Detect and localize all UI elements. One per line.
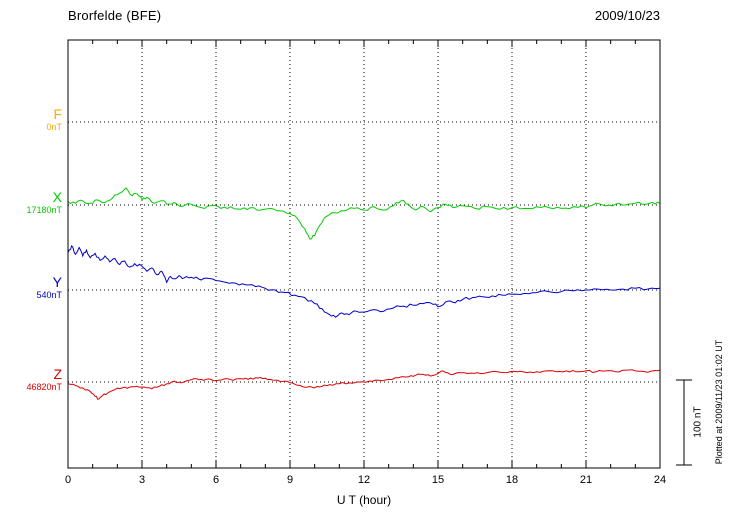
series-letter: X — [52, 189, 62, 205]
date-label: 2009/10/23 — [594, 8, 660, 23]
series-label-f: F 0nT — [0, 106, 62, 133]
plotted-at-label: Plotted at 2009/11/23 01:02 UT — [714, 339, 724, 465]
series-trace-X — [67, 187, 661, 240]
series-label-x: X 17180nT — [0, 189, 62, 216]
series-baseline-value: 17180nT — [26, 205, 62, 215]
plot-frame — [67, 39, 661, 469]
series-letter: Z — [53, 366, 62, 382]
series-label-z: Z 46820nT — [0, 366, 62, 393]
x-tick-label: 6 — [213, 474, 219, 486]
x-tick-label: 3 — [139, 474, 145, 486]
series-baseline-value: 0nT — [46, 122, 62, 132]
x-tick-label: 24 — [654, 474, 666, 486]
series-letter: Y — [52, 274, 62, 290]
x-tick-label: 9 — [287, 474, 293, 486]
scale-bar-label: 100 nT — [692, 406, 704, 438]
series-trace-Y — [67, 244, 661, 318]
series-label-y: Y 540nT — [0, 274, 62, 301]
x-tick-label: 12 — [358, 474, 370, 486]
series-baseline-value: 46820nT — [26, 382, 62, 392]
station-title: Brorfelde (BFE) — [68, 8, 162, 23]
x-tick-label: 15 — [432, 474, 444, 486]
x-tick-label: 18 — [506, 474, 518, 486]
x-tick-label: 0 — [65, 474, 71, 486]
series-baseline-value: 540nT — [36, 290, 62, 300]
x-axis-label: U T (hour) — [336, 493, 392, 507]
series-letter: F — [53, 106, 62, 122]
x-tick-label: 21 — [580, 474, 592, 486]
series-trace-Z — [67, 369, 661, 400]
